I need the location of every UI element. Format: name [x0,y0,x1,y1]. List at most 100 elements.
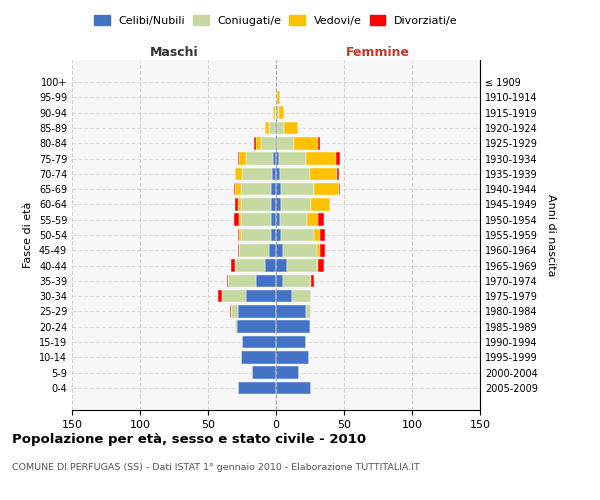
Bar [234,183,235,196]
Bar [276,305,306,318]
Bar [256,274,276,287]
Bar [234,214,239,226]
Bar [229,274,256,287]
Bar [271,198,276,210]
Bar [320,228,325,241]
Bar [275,122,276,134]
Bar [235,260,265,272]
Bar [292,290,311,302]
Bar [280,214,307,226]
Bar [239,228,241,241]
Bar [242,168,272,180]
Bar [235,198,238,210]
Bar [318,260,323,272]
Legend: Celibi/Nubili, Coniugati/e, Vedovi/e, Divorziati/e: Celibi/Nubili, Coniugati/e, Vedovi/e, Di… [90,10,462,30]
Bar [241,198,271,210]
Bar [337,168,338,180]
Bar [246,152,273,165]
Bar [231,260,235,272]
Bar [275,106,276,119]
Bar [276,152,279,165]
Bar [317,260,318,272]
Bar [276,260,287,272]
Bar [242,336,276,348]
Bar [338,183,340,196]
Bar [276,320,310,333]
Bar [239,152,246,165]
Bar [230,305,231,318]
Bar [310,320,311,333]
Bar [276,351,308,364]
Bar [276,168,280,180]
Bar [277,122,284,134]
Bar [273,152,276,165]
Bar [238,152,239,165]
Bar [238,305,276,318]
Bar [269,244,276,256]
Bar [314,228,320,241]
Bar [276,91,277,104]
Text: Maschi: Maschi [149,46,199,60]
Bar [276,106,279,119]
Bar [241,351,276,364]
Bar [251,366,276,379]
Bar [269,122,275,134]
Bar [281,228,314,241]
Y-axis label: Anni di nascita: Anni di nascita [546,194,556,276]
Bar [271,183,276,196]
Bar [314,183,338,196]
Bar [261,137,275,149]
Bar [265,122,269,134]
Bar [238,382,276,394]
Bar [293,137,318,149]
Bar [276,122,277,134]
Bar [311,198,331,210]
Bar [235,168,242,180]
Bar [273,106,275,119]
Bar [231,305,238,318]
Bar [271,214,276,226]
Bar [271,228,276,241]
Bar [256,137,261,149]
Bar [310,168,337,180]
Bar [277,91,280,104]
Bar [281,198,311,210]
Bar [238,228,239,241]
Bar [239,244,269,256]
Text: COMUNE DI PERFUGAS (SS) - Dati ISTAT 1° gennaio 2010 - Elaborazione TUTTITALIA.I: COMUNE DI PERFUGAS (SS) - Dati ISTAT 1° … [12,462,420,471]
Bar [241,214,271,226]
Bar [276,183,281,196]
Bar [272,168,276,180]
Bar [318,137,320,149]
Bar [241,228,271,241]
Bar [279,152,306,165]
Bar [236,320,276,333]
Bar [276,214,280,226]
Bar [283,244,317,256]
Bar [276,274,283,287]
Bar [310,274,311,287]
Bar [221,290,246,302]
Bar [276,198,281,210]
Bar [218,290,221,302]
Bar [239,214,241,226]
Bar [254,137,256,149]
Bar [276,244,283,256]
Bar [306,152,336,165]
Bar [238,244,239,256]
Bar [284,122,298,134]
Bar [275,137,276,149]
Bar [276,336,306,348]
Bar [283,274,310,287]
Bar [276,366,299,379]
Bar [311,274,314,287]
Bar [276,382,311,394]
Bar [317,244,320,256]
Text: Femmine: Femmine [346,46,410,60]
Bar [276,137,277,149]
Bar [336,152,340,165]
Bar [276,290,292,302]
Bar [265,260,276,272]
Bar [320,244,325,256]
Text: Popolazione per età, sesso e stato civile - 2010: Popolazione per età, sesso e stato civil… [12,432,366,446]
